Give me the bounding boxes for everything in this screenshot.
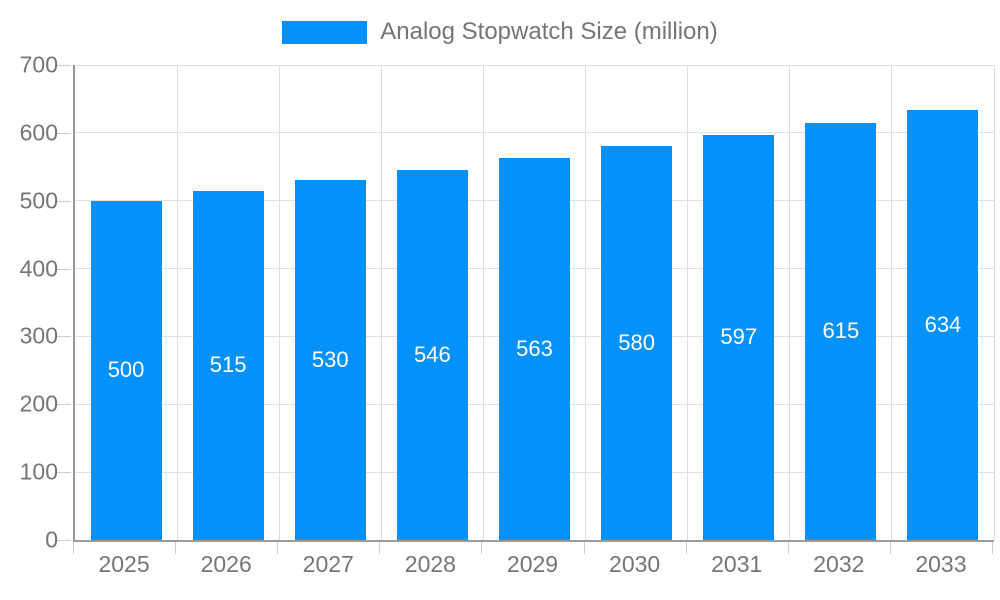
bar-2029[interactable]: 563 (499, 157, 570, 540)
gridline-vertical (278, 65, 280, 540)
x-axis-label: 2031 (711, 551, 763, 577)
x-axis-tick (889, 542, 891, 554)
x-axis-label: 2032 (813, 551, 865, 577)
legend-label: Analog Stopwatch Size (million) (380, 18, 718, 45)
bar-value-label: 563 (516, 335, 553, 361)
y-axis-label: 400 (19, 255, 58, 282)
x-axis-tick (992, 542, 993, 554)
bar-2027[interactable]: 530 (294, 180, 366, 540)
y-axis-label: 100 (19, 458, 58, 485)
y-axis-tick (55, 200, 71, 202)
bar-value-label: 597 (720, 324, 758, 350)
legend: Analog Stopwatch Size (million) (0, 18, 1000, 46)
y-axis-tick (55, 540, 71, 541)
y-axis-label: 200 (19, 390, 58, 417)
x-axis-tick (73, 542, 74, 554)
y-axis-label: 300 (19, 322, 58, 349)
gridline-vertical (380, 65, 382, 540)
x-axis-tick (175, 542, 177, 554)
y-axis-tick (55, 472, 71, 474)
y-axis-label: 500 (19, 187, 58, 214)
bar-value-label: 515 (209, 352, 247, 378)
bar-value-label: 500 (107, 357, 145, 383)
gridline-vertical (891, 65, 893, 540)
y-axis-tick (55, 132, 71, 134)
x-axis-label: 2025 (98, 551, 150, 577)
gridline-vertical (993, 65, 995, 540)
y-axis-label: 0 (45, 526, 58, 553)
x-axis-label: 2027 (302, 551, 354, 577)
gridline-vertical (789, 65, 791, 540)
x-axis-label: 2033 (915, 551, 967, 577)
gridline-vertical (585, 65, 587, 540)
x-axis-label: 2030 (609, 551, 661, 577)
bar-value-label: 634 (924, 311, 962, 337)
plot-area: 500 515 530 546 563 580 597 615 634 (73, 64, 995, 542)
x-axis-tick (685, 542, 687, 554)
x-axis-tick (787, 542, 789, 554)
bar-2030[interactable]: 580 (601, 146, 673, 540)
legend-item[interactable]: Analog Stopwatch Size (million) (282, 18, 718, 46)
x-axis-tick (583, 542, 585, 554)
gridline-horizontal (75, 64, 994, 66)
y-axis-label: 600 (19, 119, 58, 146)
x-axis-label: 2028 (404, 551, 456, 577)
legend-color-swatch-icon (282, 20, 368, 44)
y-axis-tick (55, 404, 71, 406)
x-axis-tick (379, 542, 381, 554)
y-axis-tick (55, 268, 71, 270)
x-axis-label: 2026 (200, 551, 252, 577)
bar-value-label: 530 (311, 347, 349, 373)
x-axis-tick (277, 542, 279, 554)
x-axis-tick (481, 542, 483, 554)
bar-value-label: 580 (618, 330, 655, 356)
bar-2028[interactable]: 546 (396, 169, 468, 540)
y-axis-tick (55, 336, 71, 338)
gridline-vertical (482, 65, 484, 540)
y-axis-label: 700 (19, 51, 58, 78)
bar-2031[interactable]: 597 (703, 134, 775, 540)
gridline-vertical (176, 65, 178, 540)
y-axis-tick (55, 65, 71, 66)
bar-2033[interactable]: 634 (907, 109, 979, 540)
bar-value-label: 615 (822, 318, 860, 344)
bar-2025[interactable]: 500 (90, 200, 162, 540)
gridline-vertical (687, 65, 689, 540)
bar-2026[interactable]: 515 (192, 190, 264, 540)
x-axis-label: 2029 (506, 551, 559, 577)
gridline-horizontal (75, 132, 994, 134)
bar-2032[interactable]: 615 (805, 122, 877, 540)
bar-value-label: 546 (414, 341, 451, 367)
